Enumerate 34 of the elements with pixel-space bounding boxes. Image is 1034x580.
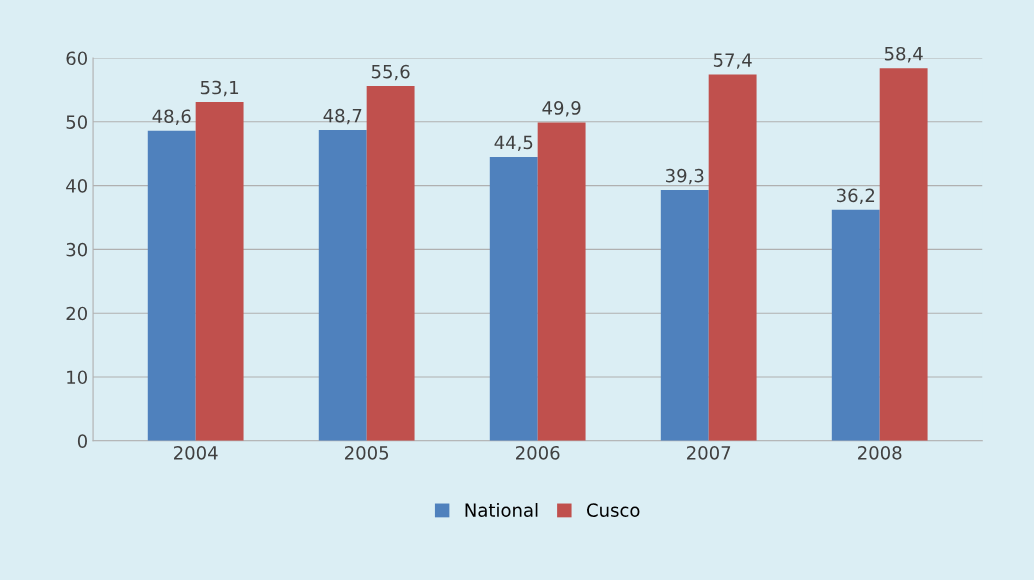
y-tick-label: 20	[66, 306, 87, 321]
data-label: 53,1	[200, 80, 239, 97]
x-tick-label: 2004	[174, 445, 218, 460]
x-tick-label: 2006	[516, 445, 560, 460]
data-label: 49,9	[542, 101, 581, 117]
bar	[489, 156, 538, 441]
y-tick-label: 50	[66, 115, 87, 129]
x-tick-label: 2008	[858, 445, 902, 460]
bar	[366, 86, 415, 441]
bar	[879, 68, 928, 441]
legend-label: Cusco	[587, 503, 640, 517]
data-label: 44,5	[494, 135, 533, 152]
bar	[708, 74, 757, 441]
bar	[831, 209, 880, 441]
y-tick-label: 0	[77, 434, 87, 448]
data-label: 39,3	[666, 168, 704, 185]
bar	[660, 190, 709, 441]
y-tick-label: 40	[66, 179, 87, 193]
data-label: 58,4	[884, 46, 923, 63]
bar	[537, 122, 586, 441]
data-label: 36,2	[837, 188, 875, 205]
x-tick-label: 2005	[345, 445, 389, 460]
legend-label: National	[465, 502, 538, 517]
data-label: 57,4	[713, 53, 752, 69]
x-tick-label: 2007	[687, 445, 731, 460]
bar	[147, 130, 196, 441]
bar	[318, 130, 367, 441]
data-label: 48,7	[323, 108, 362, 125]
y-tick-label: 60	[66, 51, 87, 66]
data-label: 55,6	[371, 64, 410, 81]
bar	[195, 102, 244, 441]
y-tick-label: 30	[66, 242, 87, 257]
data-label: 48,6	[152, 109, 191, 125]
y-tick-label: 10	[67, 370, 87, 385]
